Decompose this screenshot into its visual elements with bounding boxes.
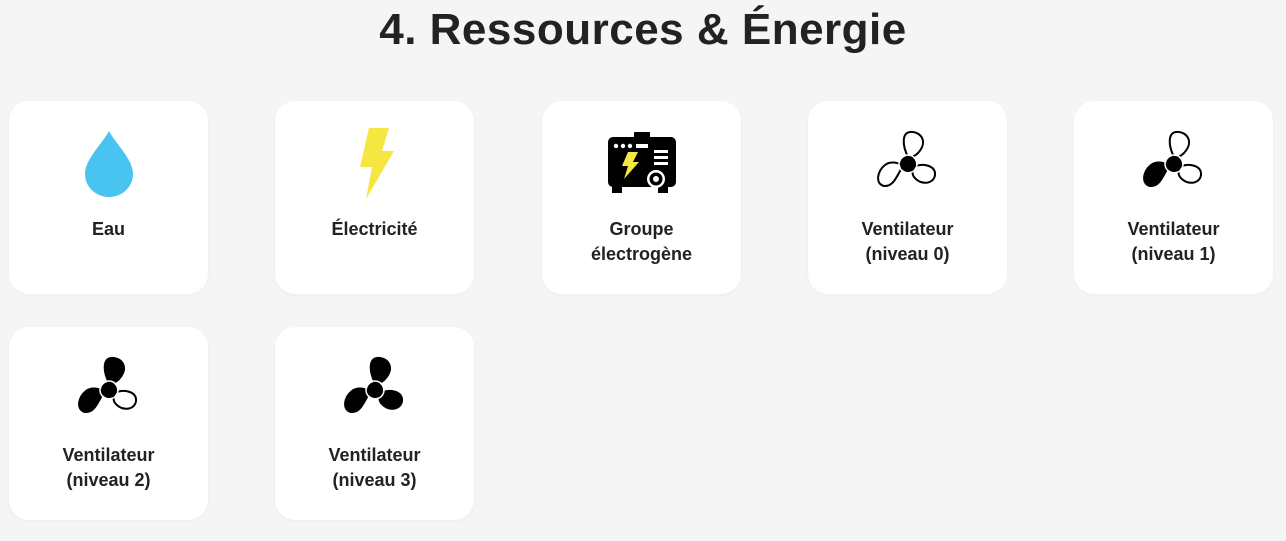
resource-card-ventilateur-3[interactable]: Ventilateur (niveau 3) [275, 327, 474, 520]
resource-label: Électricité [331, 219, 418, 239]
resource-card-electricite[interactable]: Électricité [275, 101, 474, 294]
fan-level-1-icon [1138, 127, 1210, 199]
page-title: 4. Ressources & Énergie [379, 5, 907, 54]
fan-level-0-icon [872, 127, 944, 199]
resource-label: Eau [91, 219, 125, 239]
fan-level-3-icon [339, 353, 411, 425]
resource-card-groupe-electrogene[interactable]: Groupe électrogène [542, 101, 741, 294]
water-drop-icon [73, 127, 145, 199]
fan-level-2-icon [73, 353, 145, 425]
resource-card-ventilateur-1[interactable]: Ventilateur (niveau 1) [1074, 101, 1273, 294]
resource-card-ventilateur-0[interactable]: Ventilateur (niveau 0) [808, 101, 1007, 294]
resource-label: Groupe électrogène [590, 219, 693, 264]
resource-label: Ventilateur (niveau 2) [62, 445, 155, 490]
resource-card-eau[interactable]: Eau [9, 101, 208, 294]
resource-label: Ventilateur (niveau 3) [328, 445, 421, 490]
lightning-icon [339, 127, 411, 199]
generator-icon [606, 127, 678, 199]
resource-card-ventilateur-2[interactable]: Ventilateur (niveau 2) [9, 327, 208, 520]
resource-label: Ventilateur (niveau 0) [861, 219, 954, 264]
resource-label: Ventilateur (niveau 1) [1127, 219, 1220, 264]
